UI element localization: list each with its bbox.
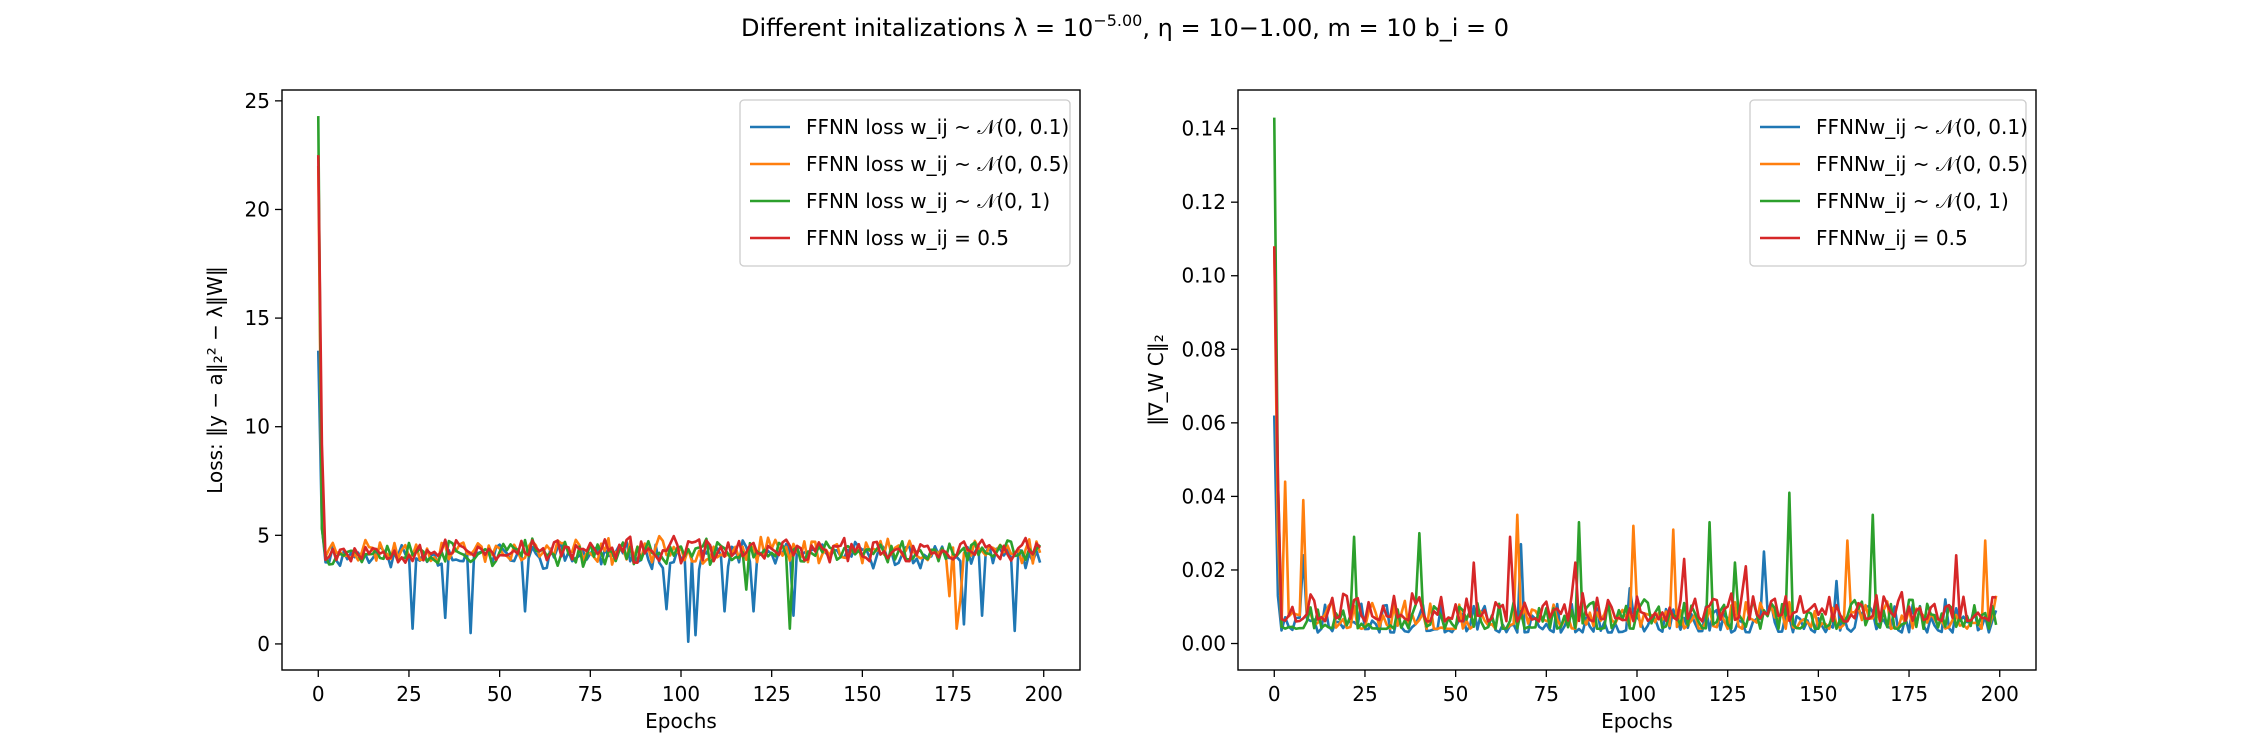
y-tick-label: 0.12 xyxy=(1181,190,1226,214)
y-tick-label: 5 xyxy=(257,523,270,547)
legend-label: FFNNw_ij ~ 𝒩(0, 1) xyxy=(1816,189,2009,213)
x-tick-label: 175 xyxy=(1890,682,1928,706)
x-tick-label: 25 xyxy=(396,682,421,706)
legend: FFNN loss w_ij ~ 𝒩(0, 0.1) FFNN loss w_ij… xyxy=(739,99,1071,267)
legend-label: FFNNw_ij = 0.5 xyxy=(1816,226,1968,250)
plot-area xyxy=(316,116,1042,644)
x-tick-label: 100 xyxy=(662,682,700,706)
y-tick-label: 25 xyxy=(245,89,270,113)
x-axis-label: Epochs xyxy=(1601,709,1673,733)
y-tick-label: 0.10 xyxy=(1181,264,1226,288)
x-tick-label: 150 xyxy=(1799,682,1837,706)
y-tick-label: 0.14 xyxy=(1181,117,1226,141)
x-tick-label: 125 xyxy=(753,682,791,706)
x-axis-label: Epochs xyxy=(645,709,717,733)
x-tick-label: 0 xyxy=(1268,682,1281,706)
x-tick-label: 50 xyxy=(487,682,512,706)
x-tick-label: 125 xyxy=(1709,682,1747,706)
legend-label: FFNNw_ij ~ 𝒩(0, 0.1) xyxy=(1816,115,2028,139)
y-tick-label: 0.04 xyxy=(1181,484,1226,508)
gradient-norm-chart-panel: 0 25 50 75 100 125 150 175 200 0.00 0.02 0.04 0.06 0.… xyxy=(1144,89,2037,733)
y-tick-label: 0.08 xyxy=(1181,337,1226,361)
y-tick-label: 0.02 xyxy=(1181,558,1226,582)
x-tick-label: 150 xyxy=(843,682,881,706)
y-tick-label: 20 xyxy=(245,197,270,221)
legend-label: FFNNw_ij ~ 𝒩(0, 0.5) xyxy=(1816,152,2028,176)
loss-chart-panel: 0 25 50 75 100 125 150 175 200 0 5 10 15 20 25 Epochs Lo… xyxy=(203,89,1081,733)
legend-label: FFNN loss w_ij ~ 𝒩(0, 1) xyxy=(806,189,1050,213)
x-tick-label: 75 xyxy=(1534,682,1559,706)
series-line-3 xyxy=(316,116,1042,631)
legend-label: FFNN loss w_ij = 0.5 xyxy=(806,226,1009,250)
legend: FFNNw_ij ~ 𝒩(0, 0.1) FFNNw_ij ~ 𝒩(0, 0.5)… xyxy=(1749,99,2028,267)
x-tick-label: 200 xyxy=(1981,682,2019,706)
y-tick-label: 0.00 xyxy=(1181,632,1226,656)
legend-box xyxy=(739,99,1071,267)
y-axis-label: Loss: ‖y − a‖₂² − λ‖W‖ xyxy=(203,266,227,494)
y-axis-label: ‖∇_W C‖₂ xyxy=(1144,334,1168,426)
x-tick-label: 25 xyxy=(1352,682,1377,706)
legend-label: FFNN loss w_ij ~ 𝒩(0, 0.5) xyxy=(806,152,1069,176)
series-line-4 xyxy=(316,155,1042,565)
x-tick-label: 175 xyxy=(934,682,972,706)
x-tick-label: 75 xyxy=(578,682,603,706)
y-tick-label: 0.06 xyxy=(1181,411,1226,435)
legend-label: FFNN loss w_ij ~ 𝒩(0, 0.1) xyxy=(806,115,1069,139)
legend-box xyxy=(1749,99,2027,267)
plot-area xyxy=(1272,117,1998,634)
x-tick-label: 100 xyxy=(1618,682,1656,706)
y-tick-label: 10 xyxy=(245,415,270,439)
x-tick-label: 200 xyxy=(1025,682,1063,706)
y-tick-label: 15 xyxy=(245,306,270,330)
series-line-4 xyxy=(1272,246,1997,623)
x-tick-label: 0 xyxy=(312,682,325,706)
figure-title: Different initalizations λ = 10−5.00, η … xyxy=(741,11,1509,42)
x-tick-label: 50 xyxy=(1443,682,1468,706)
y-tick-label: 0 xyxy=(257,632,270,656)
